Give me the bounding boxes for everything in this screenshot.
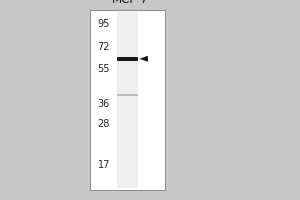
Text: MCF-7: MCF-7 [112,0,149,6]
Text: 17: 17 [98,160,110,170]
Text: 28: 28 [98,119,110,129]
Text: 55: 55 [98,64,110,74]
Text: 36: 36 [98,99,110,109]
Text: 72: 72 [98,42,110,52]
Text: 95: 95 [98,19,110,29]
